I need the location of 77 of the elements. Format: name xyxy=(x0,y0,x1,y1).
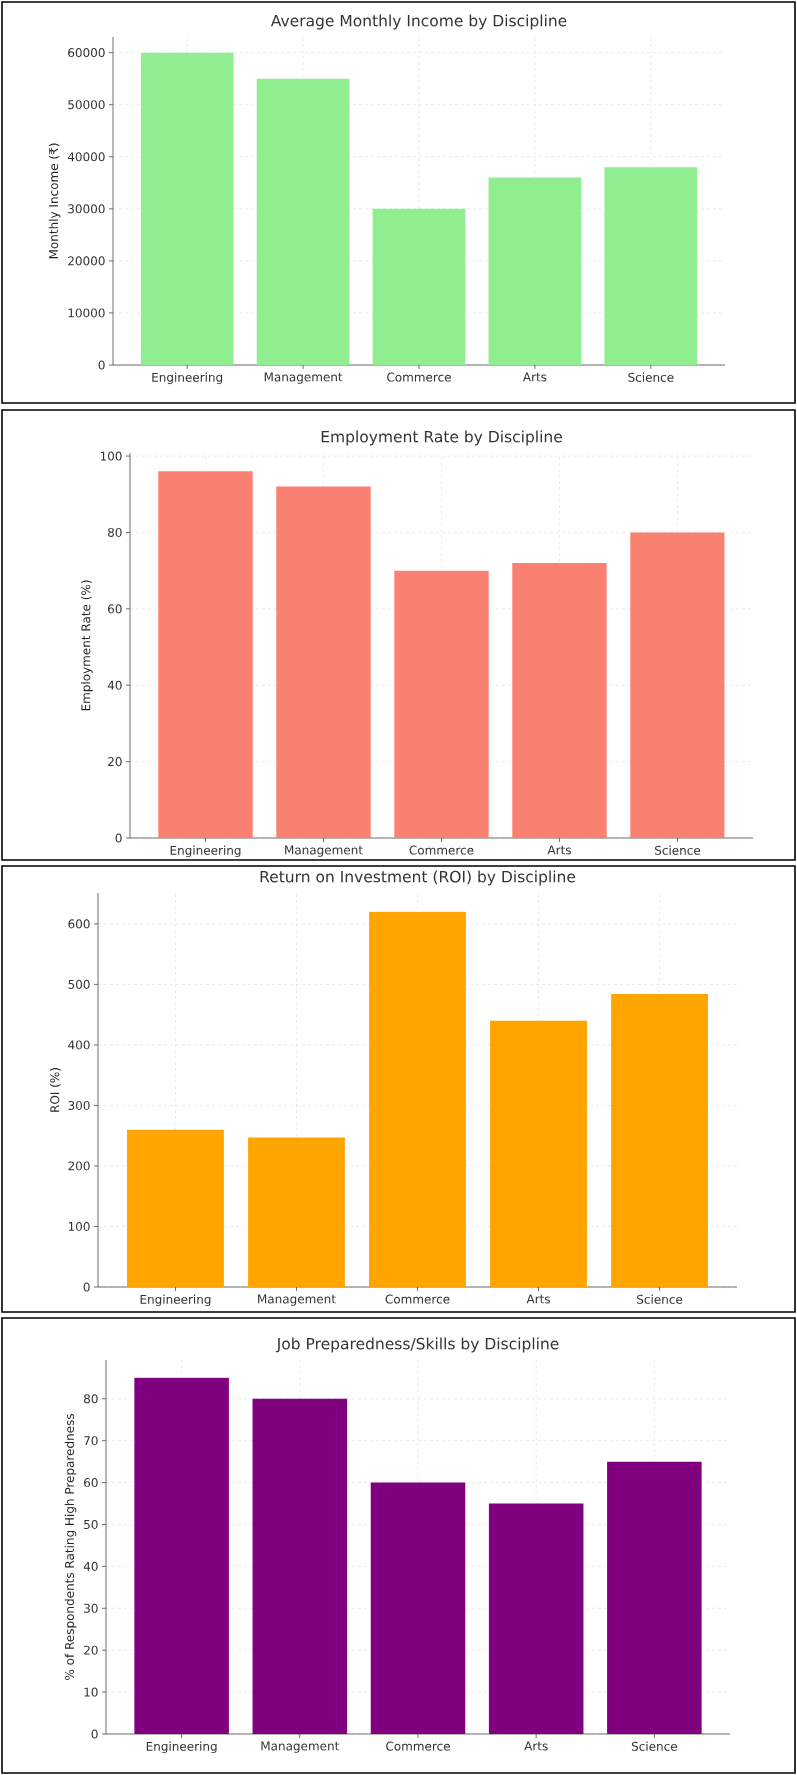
y-tick-label: 100 xyxy=(68,1221,90,1232)
y-tick-label: 40 xyxy=(107,680,122,690)
bar xyxy=(490,1020,587,1288)
bar xyxy=(252,1398,348,1735)
y-tick-label: 60000 xyxy=(68,48,105,58)
chart-title: Employment Rate by Discipline xyxy=(321,430,562,446)
y-axis-title: Monthly Income (₹) xyxy=(48,143,61,259)
bar xyxy=(248,1137,345,1288)
y-axis-title: Employment Rate (%) xyxy=(81,580,93,711)
y-tick-label: 60 xyxy=(84,1478,98,1488)
x-tick-label: Science xyxy=(637,1294,683,1304)
chart-title: Average Monthly Income by Discipline xyxy=(270,14,567,30)
x-tick-label: Commerce xyxy=(385,1294,450,1304)
y-tick-label: 0 xyxy=(91,1729,98,1739)
x-tick-label: Engineering xyxy=(152,372,223,385)
y-tick-label: 40000 xyxy=(67,152,105,162)
x-tick-label: Arts xyxy=(522,372,547,382)
y-tick-label: 600 xyxy=(68,919,90,929)
y-tick-label: 50 xyxy=(84,1519,98,1530)
x-tick-label: Arts xyxy=(547,845,571,855)
y-tick-label: 500 xyxy=(68,979,90,989)
x-tick-label: Arts xyxy=(526,1294,550,1304)
bar xyxy=(369,911,466,1288)
x-tick-label: Commerce xyxy=(386,1741,450,1751)
bar xyxy=(370,1482,466,1735)
x-tick-label: Science xyxy=(631,1741,677,1751)
bar xyxy=(127,1129,224,1288)
y-tick-label: 30 xyxy=(84,1603,98,1613)
x-tick-label: Engineering xyxy=(170,845,241,858)
bar xyxy=(140,52,234,366)
y-tick-label: 40 xyxy=(83,1561,98,1571)
y-tick-label: 0 xyxy=(115,833,122,843)
bar xyxy=(630,532,725,839)
x-tick-label: Commerce xyxy=(409,845,474,855)
x-tick-label: Management xyxy=(264,372,343,384)
y-tick-label: 0 xyxy=(98,360,105,370)
x-tick-label: Management xyxy=(258,1294,336,1306)
y-tick-label: 80 xyxy=(84,1394,98,1404)
x-tick-label: Science xyxy=(655,845,701,855)
chart-title: Job Preparedness/Skills by Discipline xyxy=(275,1337,559,1353)
bar xyxy=(276,486,371,839)
bar xyxy=(488,1503,584,1735)
bar xyxy=(256,78,350,366)
bar xyxy=(512,563,607,839)
x-tick-label: Management xyxy=(285,845,363,857)
y-tick-label: 400 xyxy=(68,1040,90,1050)
y-tick-label: 70 xyxy=(84,1436,98,1446)
x-tick-label: Science xyxy=(628,372,674,382)
y-tick-label: 30000 xyxy=(68,204,105,214)
bar xyxy=(488,177,582,366)
x-tick-label: Engineering xyxy=(140,1294,211,1307)
bar xyxy=(394,570,489,839)
y-tick-label: 0 xyxy=(83,1282,90,1292)
y-tick-label: 80 xyxy=(108,527,122,537)
bar xyxy=(372,208,466,366)
x-tick-label: Arts xyxy=(524,1741,548,1751)
x-tick-label: Commerce xyxy=(387,372,451,382)
y-axis-title: % of Respondents Rating High Preparedness xyxy=(64,1414,77,1680)
y-tick-label: 20000 xyxy=(68,256,105,266)
bar xyxy=(604,167,698,366)
y-axis-title: ROI (%) xyxy=(50,1068,61,1112)
bar xyxy=(607,1461,702,1735)
y-tick-label: 20 xyxy=(84,1645,98,1655)
bar xyxy=(134,1377,229,1735)
x-tick-label: Management xyxy=(261,1741,340,1753)
y-tick-label: 60 xyxy=(108,604,122,614)
y-tick-label: 50000 xyxy=(68,100,105,110)
y-tick-label: 300 xyxy=(68,1100,90,1110)
chart-title: Return on Investment (ROI) by Discipline xyxy=(260,870,576,886)
y-tick-label: 10 xyxy=(84,1687,98,1697)
bar xyxy=(158,471,253,839)
y-tick-label: 100 xyxy=(100,451,122,461)
y-tick-label: 10000 xyxy=(68,308,105,318)
bar xyxy=(611,994,708,1288)
y-tick-label: 20 xyxy=(108,757,122,767)
y-tick-label: 200 xyxy=(68,1161,90,1171)
x-tick-label: Engineering xyxy=(146,1741,217,1754)
